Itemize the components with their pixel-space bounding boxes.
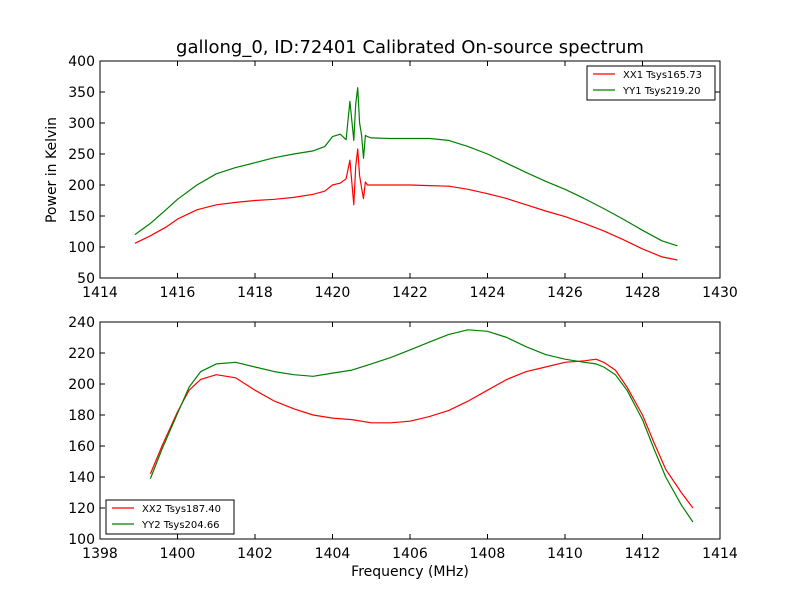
- bottom-y-tick-label: 100: [68, 532, 95, 548]
- top-y-tick-label: 100: [68, 240, 95, 256]
- bottom-plot-area: 1398 1400 1402 1404 1406 1408 1410 1412 1414 100 1…: [68, 315, 738, 562]
- bottom-x-tick-label: 1414: [702, 546, 738, 562]
- top-x-tick-label: 1416: [160, 285, 196, 301]
- bottom-x-tick-label: 1404: [315, 546, 351, 562]
- bottom-x-tick-label: 1402: [237, 546, 273, 562]
- bottom-y-tick-label: 180: [68, 408, 95, 424]
- bottom-chart: Frequency (MHz) 1398 1400 1402 1404 1406 1408…: [68, 315, 738, 580]
- top-series-line-1: [134, 148, 678, 261]
- bottom-x-tick-label: 1400: [160, 546, 196, 562]
- top-legend-label-xx1: XX1 Tsys165.73: [623, 70, 702, 81]
- top-legend-box: [586, 65, 716, 101]
- bottom-legend-label-yy2: YY2 Tsys204.66: [141, 520, 220, 531]
- bottom-x-tick-label: 1408: [470, 546, 506, 562]
- top-x-tick-label: 1418: [237, 285, 273, 301]
- top-y-tick-label: 150: [68, 209, 95, 225]
- bottom-x-tick-label: 1398: [82, 546, 118, 562]
- bottom-chart-x-axis-label: Frequency (MHz): [351, 564, 469, 580]
- top-x-tick-label: 1430: [702, 285, 738, 301]
- top-legend-label-yy1: YY1 Tsys219.20: [622, 86, 701, 97]
- top-y-tick-label: 200: [68, 178, 95, 194]
- top-y-tick-label: 300: [68, 116, 95, 132]
- bottom-series-line-1: [149, 358, 694, 509]
- bottom-x-tick-label: 1412: [625, 546, 661, 562]
- top-x-tick-label: 1424: [470, 285, 506, 301]
- top-series-line-2: [134, 87, 678, 247]
- bottom-x-tick-label: 1406: [392, 546, 428, 562]
- top-y-tick-label: 350: [68, 85, 95, 101]
- top-y-tick-label: 400: [68, 54, 95, 70]
- bottom-legend-box: [105, 499, 235, 535]
- top-legend: XX1 Tsys165.73 YY1 Tsys219.20: [586, 65, 716, 101]
- top-chart: gallong_0, ID:72401 Calibrated On-source…: [44, 37, 738, 301]
- bottom-y-tick-label: 220: [68, 346, 95, 362]
- bottom-y-tick-label: 200: [68, 377, 95, 393]
- bottom-series-line-2: [149, 329, 694, 523]
- bottom-x-tick-label: 1410: [547, 546, 583, 562]
- bottom-y-tick-label: 240: [68, 315, 95, 331]
- top-x-tick-label: 1420: [315, 285, 351, 301]
- top-y-tick-label: 50: [77, 271, 95, 287]
- top-chart-y-axis-label: Power in Kelvin: [44, 117, 60, 223]
- bottom-y-tick-label: 140: [68, 470, 95, 486]
- bottom-y-tick-label: 120: [68, 501, 95, 517]
- bottom-y-tick-label: 160: [68, 439, 95, 455]
- top-x-tick-label: 1422: [392, 285, 428, 301]
- top-plot-area: 1414 1416 1418 1420 1422 1424 1426 1428 1430 50 10…: [68, 54, 738, 301]
- top-y-tick-label: 250: [68, 147, 95, 163]
- bottom-legend: XX2 Tsys187.40 YY2 Tsys204.66: [105, 499, 235, 535]
- top-x-tick-label: 1426: [547, 285, 583, 301]
- bottom-legend-label-xx2: XX2 Tsys187.40: [142, 504, 221, 515]
- top-chart-title: gallong_0, ID:72401 Calibrated On-source…: [176, 37, 644, 58]
- top-x-tick-label: 1414: [82, 285, 118, 301]
- top-x-tick-label: 1428: [625, 285, 661, 301]
